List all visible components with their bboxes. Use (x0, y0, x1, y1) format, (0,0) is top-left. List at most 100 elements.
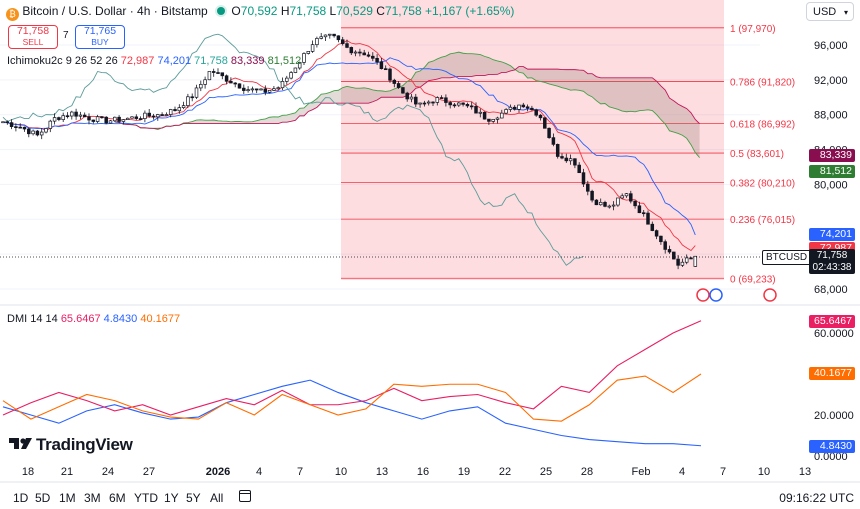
dmi-value: 4.8430 (100, 313, 138, 325)
timeframe-1y-button[interactable]: 1Y (164, 491, 179, 505)
dmi-axis[interactable]: 60.0000 20.0000 0.0000 (814, 328, 854, 463)
candle-body (465, 104, 470, 107)
candle-body (1, 121, 5, 124)
candle-body (5, 121, 10, 124)
candle-body (405, 92, 409, 100)
candle-body (108, 120, 113, 124)
buy-button[interactable]: 71,765 BUY (75, 25, 125, 49)
candle-body (156, 114, 160, 118)
candle-body (199, 84, 203, 89)
fib-level-label: 0.382 (80,210) (730, 179, 795, 190)
candle-body (611, 204, 616, 207)
dmi-tag: 4.8430 (809, 439, 855, 453)
symbol-tag: BTCUSD (762, 250, 812, 265)
timeframe-5d-button[interactable]: 5D (35, 491, 51, 505)
candle-body (125, 117, 130, 120)
candle-body (353, 51, 358, 54)
candle-body (633, 200, 637, 207)
candle-body (461, 102, 465, 105)
candle-body (534, 109, 538, 116)
candle-body (254, 88, 259, 91)
candle-body (517, 104, 521, 110)
ichimoku-legend[interactable]: Ichimoku2c 9 26 52 26 72,987 74,201 71,7… (7, 55, 301, 67)
candle-body (340, 39, 345, 44)
candle-body (121, 119, 126, 122)
candle-body (44, 128, 48, 133)
candle-body (577, 164, 581, 174)
ichimoku-value: 71,758 (191, 55, 228, 67)
candle-body (39, 131, 44, 136)
candle-body (18, 126, 22, 129)
timeframe-ytd-button[interactable]: YTD (134, 491, 158, 505)
timeframe-5y-button[interactable]: 5Y (186, 491, 201, 505)
candle-body (418, 102, 422, 105)
candle-body (87, 116, 91, 121)
spread-value: 7 (63, 30, 69, 41)
sell-price: 71,758 (16, 25, 50, 37)
ichimoku-value: 74,201 (154, 55, 192, 67)
timeframe-6m-button[interactable]: 6M (109, 491, 126, 505)
candle-body (229, 80, 233, 84)
candle-body (345, 43, 349, 48)
dmi-lines (2, 320, 702, 447)
market-status-icon[interactable] (217, 7, 226, 15)
us-flag-icon[interactable] (696, 288, 710, 302)
candle-body (113, 116, 117, 122)
candle-body (168, 109, 173, 115)
candle-body (431, 101, 435, 104)
candle-body (487, 118, 491, 122)
candle-body (100, 116, 104, 119)
candle-body (31, 130, 35, 135)
time-tick-label: 21 (61, 466, 73, 478)
candle-body (186, 96, 190, 106)
candle-body (594, 199, 599, 206)
time-tick-label: 28 (581, 466, 593, 478)
candle-body (581, 172, 586, 185)
tradingview-logo-icon (9, 438, 32, 449)
price-change: +1,167 (+1.65%) (424, 4, 515, 18)
candle-body (14, 126, 18, 128)
candle-body (624, 193, 629, 197)
symbol-title[interactable]: Bitcoin / U.S. Dollar · 4h · Bitstamp (22, 4, 208, 18)
candle-body (439, 97, 444, 99)
candlesticks (1, 32, 698, 270)
price-tick-label: 96,000 (814, 40, 848, 52)
us-flag-icon[interactable] (763, 288, 777, 302)
utc-clock[interactable]: 09:16:22 UTC (779, 491, 854, 505)
candle-body (654, 230, 659, 237)
dmi-label: DMI 14 14 (7, 313, 58, 325)
candle-body (160, 114, 164, 116)
candle-body (508, 106, 513, 110)
candle-body (491, 119, 495, 122)
timeframe-3m-button[interactable]: 3M (84, 491, 101, 505)
candle-body (95, 116, 100, 122)
date-range-icon[interactable] (239, 490, 251, 502)
sell-button[interactable]: 71,758 SELL (8, 25, 58, 49)
minus-di-line (2, 320, 702, 416)
adx-line (2, 373, 702, 422)
timeframe-1d-button[interactable]: 1D (13, 491, 29, 505)
currency-select[interactable]: USD ▾ (806, 2, 854, 21)
bitcoin-icon[interactable]: ₿ (6, 8, 19, 21)
timeframe-1m-button[interactable]: 1M (59, 491, 76, 505)
us-flag-icon[interactable] (709, 288, 723, 302)
candle-body (435, 97, 440, 103)
candle-body (383, 68, 388, 71)
price-tick-label: 88,000 (814, 110, 848, 122)
fibonacci-retracement-zone[interactable] (341, 0, 724, 280)
candle-body (598, 201, 603, 206)
time-axis[interactable]: 18 21 24 27 2026 4 7 10 13 16 19 22 25 28 Feb 4 7 10 13 (22, 466, 811, 478)
candle-body (495, 117, 500, 120)
timeframe-all-button[interactable]: All (210, 491, 224, 505)
candle-body (444, 97, 448, 103)
dmi-value: 65.6467 (60, 313, 101, 325)
candle-body (315, 38, 319, 46)
candle-body (560, 156, 564, 159)
candle-body (371, 55, 375, 59)
candle-body (646, 212, 650, 225)
dmi-legend[interactable]: DMI 14 14 65.6467 4.8430 40.1677 (7, 313, 180, 325)
open-label: O (231, 4, 241, 18)
candle-body (27, 128, 31, 135)
time-tick-label: 22 (499, 466, 511, 478)
